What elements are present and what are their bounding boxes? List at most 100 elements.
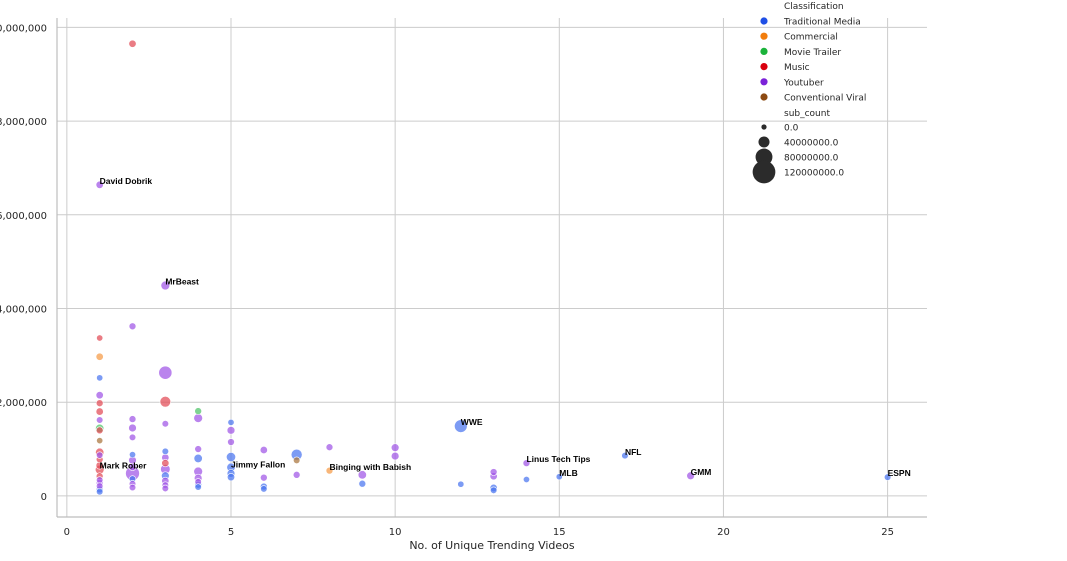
legend-size-label: 80000000.0	[784, 154, 839, 164]
x-tick-label: 0	[64, 527, 70, 538]
data-point	[226, 426, 236, 435]
data-point	[158, 365, 173, 380]
y-tick-label: 8,000,000	[0, 117, 47, 128]
legend-size-label: 40000000.0	[784, 139, 839, 149]
data-point	[522, 476, 530, 484]
data-point	[96, 374, 104, 382]
legend-size-label: 120000000.0	[784, 169, 844, 179]
data-point	[293, 456, 301, 464]
data-points	[94, 39, 892, 496]
tick-labels: 0 5 10 15 20 25 0 2,000,000 4,000,000 6,000,000 8,…	[0, 23, 894, 538]
x-tick-label: 10	[389, 527, 402, 538]
legend-size-marker	[761, 124, 767, 130]
data-point	[128, 423, 137, 433]
data-point	[555, 473, 563, 481]
legend: Classification sub_count Traditional Med…	[752, 2, 866, 184]
x-tick-label: 20	[717, 527, 730, 538]
point-annotation: WWE	[461, 417, 483, 427]
data-point	[194, 407, 202, 415]
legend-color-label: Youtuber	[783, 78, 824, 88]
data-point	[390, 451, 400, 461]
legend-size-marker	[752, 160, 776, 184]
data-point	[95, 180, 104, 189]
data-point	[489, 468, 498, 476]
data-point	[161, 459, 170, 468]
legend-color-label: Traditional Media	[783, 18, 861, 28]
legend-color-marker	[760, 32, 768, 40]
data-point	[357, 470, 367, 480]
data-point	[159, 396, 172, 408]
point-annotation: MrBeast	[165, 277, 199, 287]
data-point	[325, 466, 334, 475]
point-annotation: MLB	[559, 468, 577, 478]
data-point	[227, 438, 235, 446]
data-point	[96, 488, 104, 496]
data-point	[883, 473, 892, 481]
data-point	[128, 39, 137, 48]
point-annotation: Jimmy Fallon	[231, 460, 285, 470]
data-point	[226, 452, 236, 462]
data-point	[194, 483, 202, 491]
data-point	[96, 334, 104, 342]
data-point	[454, 419, 468, 433]
legend-hue-title: Classification	[784, 2, 844, 12]
point-annotation: David Dobrik	[100, 176, 153, 186]
x-tick-label: 15	[553, 527, 566, 538]
data-point	[128, 415, 137, 423]
data-point	[522, 459, 531, 467]
data-point	[128, 433, 137, 441]
y-tick-label: 4,000,000	[0, 304, 47, 315]
y-tick-label: 2,000,000	[0, 398, 47, 409]
x-tick-label: 25	[881, 527, 894, 538]
data-point	[129, 451, 136, 459]
data-point	[96, 437, 104, 445]
data-point	[259, 446, 268, 454]
legend-size-label: 0.0	[784, 124, 799, 134]
data-point	[128, 483, 137, 492]
data-point	[95, 352, 104, 361]
data-point	[128, 462, 137, 471]
legend-size-marker	[758, 136, 770, 148]
legend-color-marker	[760, 63, 768, 71]
data-point	[96, 476, 104, 484]
data-point	[325, 443, 334, 451]
data-point	[193, 413, 203, 423]
data-point	[194, 445, 202, 453]
data-point	[457, 480, 465, 488]
data-point	[161, 447, 169, 456]
data-point	[260, 485, 268, 493]
data-point	[161, 420, 169, 428]
point-annotation: GMM	[691, 467, 712, 477]
y-tick-label: 0	[41, 492, 47, 503]
point-annotation: NFL	[625, 447, 642, 457]
point-annotation: ESPN	[888, 468, 911, 478]
data-point	[160, 280, 171, 291]
y-tick-label: 10,000,000	[0, 23, 47, 34]
data-point	[96, 416, 104, 424]
point-annotation: Mark Rober	[100, 461, 147, 471]
legend-color-marker	[760, 78, 768, 86]
legend-color-label: Music	[784, 63, 810, 73]
legend-color-label: Movie Trailer	[784, 48, 841, 58]
data-point	[95, 426, 104, 435]
legend-size-marker	[755, 148, 773, 166]
data-point	[193, 453, 203, 463]
data-point	[390, 443, 400, 452]
point-annotation: Linus Tech Tips	[526, 454, 590, 464]
data-point	[260, 473, 268, 482]
legend-color-marker	[760, 47, 768, 56]
y-tick-label: 6,000,000	[0, 211, 47, 222]
x-axis-title: No. of Unique Trending Videos	[409, 539, 575, 552]
point-annotations: David Dobrik MrBeast WWE Linus Tech Tips NFL…	[100, 176, 911, 478]
data-point	[490, 486, 498, 494]
point-annotation: Binging with Babish	[329, 462, 411, 472]
data-point	[128, 322, 137, 331]
data-point	[292, 471, 301, 479]
data-point	[227, 418, 235, 426]
data-point	[96, 451, 104, 459]
x-tick-label: 5	[228, 527, 234, 538]
legend-size-title: sub_count	[784, 109, 830, 119]
legend-color-label: Conventional Viral	[784, 94, 866, 104]
legend-color-label: Commercial	[784, 33, 838, 43]
